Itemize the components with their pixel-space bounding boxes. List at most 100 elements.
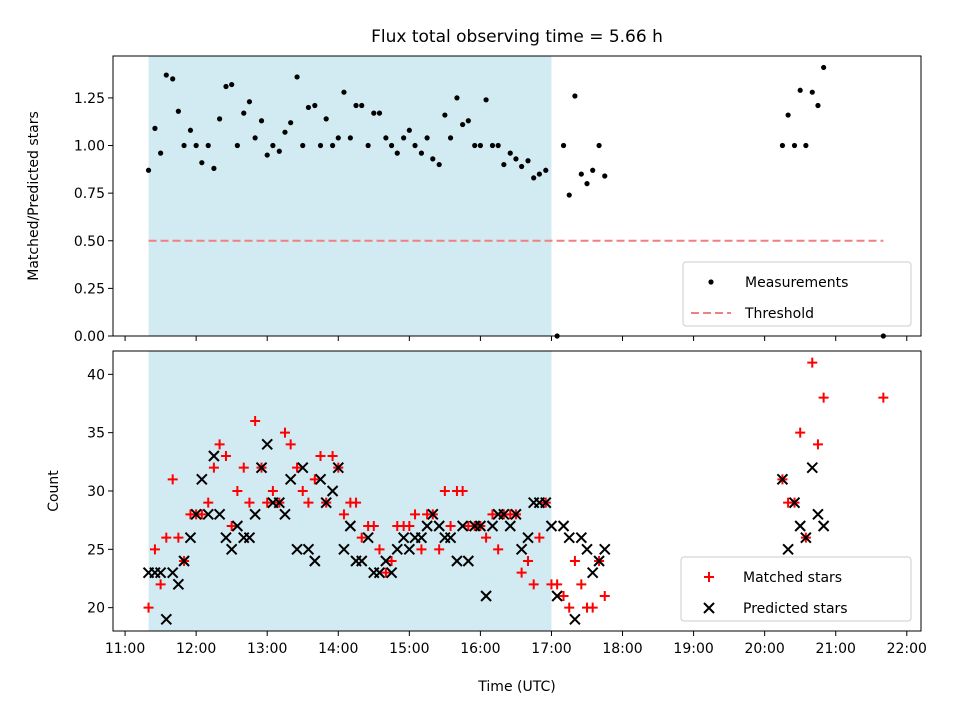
x-tick-label: 13:00 bbox=[247, 641, 287, 657]
legend-x-icon bbox=[703, 602, 715, 614]
matched-stars-point bbox=[374, 544, 385, 555]
matched-stars-point bbox=[558, 591, 569, 601]
predicted-stars-point bbox=[817, 520, 830, 532]
matched-stars-point bbox=[267, 486, 278, 496]
panel-2: 11:00 12:00 13:00 14:00 15:00 16:00 17:00 18:00… bbox=[46, 350, 927, 657]
matched-stars-point bbox=[416, 544, 427, 555]
predicted-stars-point bbox=[154, 566, 167, 579]
matched-stars-point bbox=[161, 532, 172, 543]
measurement-point bbox=[187, 127, 194, 133]
predicted-stars-point bbox=[160, 613, 173, 626]
predicted-stars-point bbox=[504, 520, 516, 532]
measurement-point bbox=[406, 127, 412, 133]
predicted-stars-point bbox=[794, 520, 806, 532]
matched-stars-point bbox=[214, 439, 225, 450]
predicted-stars-point bbox=[563, 531, 575, 544]
matched-stars-point bbox=[493, 544, 504, 555]
matched-stars-point bbox=[445, 521, 456, 531]
predicted-stars-point bbox=[800, 531, 812, 544]
predicted-stars-point bbox=[480, 590, 492, 602]
measurement-point bbox=[791, 142, 798, 149]
predicted-stars-point bbox=[261, 438, 273, 451]
matched-stars-point bbox=[552, 579, 563, 590]
legend-plus-icon bbox=[704, 572, 714, 582]
matched-stars-point bbox=[338, 509, 349, 520]
matched-stars-point bbox=[380, 567, 391, 578]
measurement-point bbox=[531, 175, 537, 181]
measurement-point bbox=[252, 135, 258, 141]
predicted-stars-point bbox=[344, 520, 357, 532]
measurement-point bbox=[353, 102, 359, 109]
measurement-point bbox=[216, 116, 223, 122]
x-tick-label: 18:00 bbox=[602, 641, 642, 657]
matched-stars-point bbox=[386, 556, 397, 566]
matched-stars-point bbox=[523, 556, 534, 566]
predicted-stars-point bbox=[178, 555, 190, 567]
matched-stars-point bbox=[818, 392, 829, 403]
measurement-point bbox=[560, 142, 567, 149]
matched-stars-point bbox=[303, 497, 314, 508]
measurement-point bbox=[797, 87, 803, 93]
predicted-stars-point bbox=[166, 566, 179, 579]
matched-stars-point bbox=[238, 462, 249, 473]
predicted-stars-point bbox=[279, 508, 291, 521]
predicted-stars-point bbox=[326, 485, 339, 497]
matched-stars-point bbox=[285, 439, 296, 450]
predicted-stars-point bbox=[540, 496, 552, 509]
predicted-stars-point bbox=[213, 508, 226, 521]
measurement-point bbox=[258, 118, 265, 124]
matched-stars-point bbox=[203, 497, 214, 508]
measurement-point bbox=[519, 163, 525, 170]
predicted-stars-point bbox=[291, 543, 303, 556]
matched-stars-point bbox=[807, 357, 818, 368]
measurement-point bbox=[447, 135, 454, 141]
predicted-stars-point bbox=[403, 543, 416, 556]
measurement-point bbox=[779, 142, 786, 149]
matched-stars-point bbox=[351, 497, 362, 508]
x-tick-label: 12:00 bbox=[176, 641, 216, 657]
predicted-stars-point bbox=[782, 543, 794, 556]
measurement-point bbox=[288, 120, 294, 126]
measurement-point bbox=[566, 192, 572, 198]
predicted-stars-point bbox=[255, 461, 268, 474]
measurement-point bbox=[341, 89, 347, 95]
predicted-stars-point bbox=[397, 531, 410, 544]
predicted-stars-point bbox=[373, 566, 386, 579]
measurement-point bbox=[495, 142, 501, 149]
matched-stars-point bbox=[528, 579, 539, 590]
measurement-point bbox=[525, 158, 531, 164]
measurement-point bbox=[170, 76, 176, 82]
measurement-point bbox=[276, 148, 282, 154]
shaded-interval bbox=[148, 56, 552, 336]
legend-box bbox=[680, 556, 912, 622]
predicted-stars-point bbox=[569, 613, 581, 626]
measurement-point bbox=[465, 118, 471, 124]
matched-stars-point bbox=[564, 602, 575, 613]
y-tick-label: 0.75 bbox=[74, 186, 105, 202]
predicted-stars-point bbox=[273, 496, 285, 509]
predicted-stars-point bbox=[456, 520, 469, 532]
measurement-point bbox=[199, 160, 205, 166]
y-tick-label: 1.00 bbox=[74, 139, 105, 155]
y-tick-label: 40 bbox=[87, 367, 105, 383]
matched-stars-point bbox=[576, 579, 587, 590]
measurement-point bbox=[229, 81, 235, 88]
measurement-point bbox=[383, 135, 389, 141]
predicted-stars-point bbox=[184, 531, 197, 544]
predicted-stars-point bbox=[599, 543, 611, 556]
legend-label: Matched stars bbox=[743, 570, 842, 586]
measurement-point bbox=[501, 161, 507, 168]
matched-stars-point bbox=[878, 392, 889, 403]
predicted-stars-point bbox=[249, 508, 261, 521]
matched-stars-point bbox=[143, 602, 154, 613]
matched-stars-point bbox=[368, 521, 379, 531]
measurement-point bbox=[270, 142, 276, 149]
legend-label: Measurements bbox=[745, 275, 848, 291]
data-layer bbox=[145, 64, 886, 339]
predicted-stars-point bbox=[202, 508, 214, 521]
matched-stars-point bbox=[250, 416, 261, 426]
predicted-stars-point bbox=[433, 520, 445, 532]
axes-frame bbox=[112, 55, 922, 337]
matched-stars-point bbox=[481, 532, 492, 543]
